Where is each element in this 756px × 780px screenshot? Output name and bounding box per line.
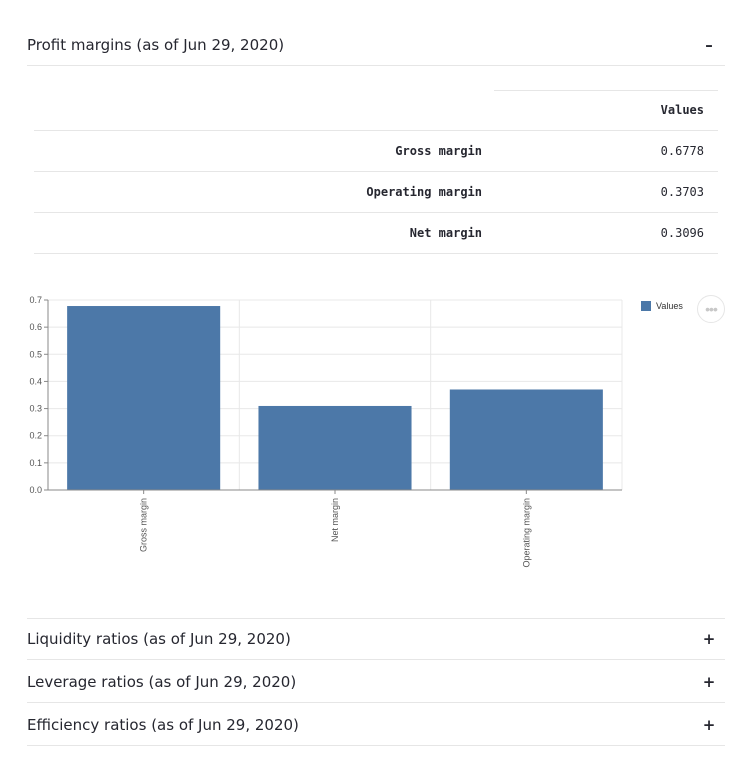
expander-title: Liquidity ratios (as of Jun 29, 2020) xyxy=(27,630,291,648)
y-tick-label: 0.0 xyxy=(29,485,42,495)
expander-profit-margins[interactable]: Profit margins (as of Jun 29, 2020) – xyxy=(27,24,725,66)
y-tick-label: 0.6 xyxy=(29,322,42,332)
bar xyxy=(449,389,603,490)
table-row: Net margin 0.3096 xyxy=(34,213,718,254)
bar xyxy=(258,405,412,490)
expander-leverage-ratios[interactable]: Leverage ratios (as of Jun 29, 2020) + xyxy=(27,661,725,703)
ellipsis-icon[interactable]: ••• xyxy=(697,295,725,323)
expand-icon[interactable]: + xyxy=(702,630,716,648)
table-column-header[interactable]: Values xyxy=(660,103,704,117)
y-tick-label: 0.4 xyxy=(29,376,42,386)
row-label: Net margin xyxy=(409,226,482,240)
legend-label: Values xyxy=(656,301,683,311)
expander-title: Profit margins (as of Jun 29, 2020) xyxy=(27,35,285,54)
chart-legend: Values xyxy=(641,301,683,311)
y-tick-label: 0.3 xyxy=(29,404,42,414)
expander-efficiency-ratios[interactable]: Efficiency ratios (as of Jun 29, 2020) + xyxy=(27,704,725,746)
y-tick-label: 0.5 xyxy=(29,349,42,359)
row-value: 0.6778 xyxy=(660,144,704,158)
expand-icon[interactable]: + xyxy=(702,715,716,734)
y-axis: 0.0 0.1 0.2 0.3 0.4 0.5 0.6 0.7 xyxy=(29,295,49,495)
x-tick-label: Operating margin xyxy=(521,498,531,568)
row-label: Gross margin xyxy=(395,144,482,158)
legend-swatch xyxy=(641,301,651,311)
x-axis: Gross margin Net margin Operating margin xyxy=(48,489,622,568)
y-tick-label: 0.1 xyxy=(29,458,42,468)
table-header-row: Values xyxy=(34,90,718,131)
bar xyxy=(67,306,221,490)
row-value: 0.3703 xyxy=(660,185,704,199)
expander-title: Leverage ratios (as of Jun 29, 2020) xyxy=(27,672,297,691)
x-tick-label: Gross margin xyxy=(139,498,149,552)
table-row: Gross margin 0.6778 xyxy=(34,131,718,172)
expander-title: Efficiency ratios (as of Jun 29, 2020) xyxy=(27,715,299,734)
values-table: Values Gross margin 0.6778 Operating mar… xyxy=(34,90,718,254)
expander-liquidity-ratios[interactable]: Liquidity ratios (as of Jun 29, 2020) + xyxy=(27,618,725,660)
chart-bars xyxy=(67,306,603,490)
bar-chart: 0.0 0.1 0.2 0.3 0.4 0.5 0.6 0.7 Gross margin Net… xyxy=(29,295,683,568)
x-tick-label: Net margin xyxy=(330,498,340,542)
collapse-icon[interactable]: – xyxy=(705,35,713,54)
row-label: Operating margin xyxy=(366,185,482,199)
y-tick-label: 0.7 xyxy=(29,295,42,305)
expand-icon[interactable]: + xyxy=(702,672,716,691)
y-tick-label: 0.2 xyxy=(29,431,42,441)
row-value: 0.3096 xyxy=(660,226,704,240)
table-row: Operating margin 0.3703 xyxy=(34,172,718,213)
